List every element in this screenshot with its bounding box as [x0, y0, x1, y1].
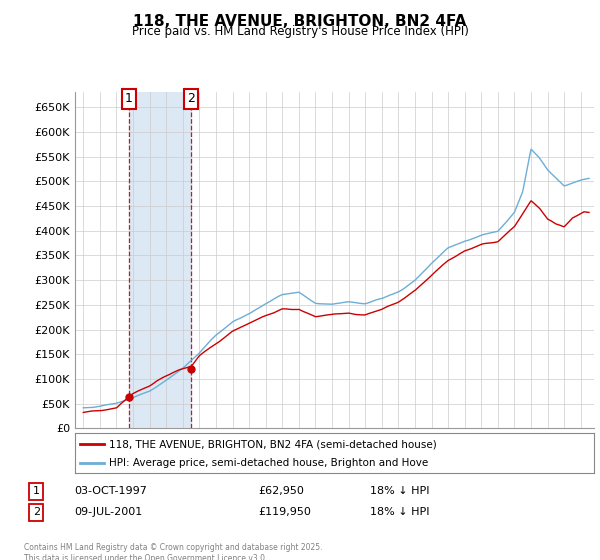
Text: 2: 2: [187, 92, 196, 105]
Text: 1: 1: [125, 92, 133, 105]
Bar: [129, 92, 191, 428]
Text: 18% ↓ HPI: 18% ↓ HPI: [370, 507, 430, 517]
Text: Price paid vs. HM Land Registry's House Price Index (HPI): Price paid vs. HM Land Registry's House …: [131, 25, 469, 38]
Text: 09-JUL-2001: 09-JUL-2001: [74, 507, 142, 517]
Text: 118, THE AVENUE, BRIGHTON, BN2 4FA: 118, THE AVENUE, BRIGHTON, BN2 4FA: [133, 14, 467, 29]
Text: 2: 2: [33, 507, 40, 517]
Text: 118, THE AVENUE, BRIGHTON, BN2 4FA (semi-detached house): 118, THE AVENUE, BRIGHTON, BN2 4FA (semi…: [109, 439, 436, 449]
Text: 1: 1: [33, 487, 40, 496]
Text: 03-OCT-1997: 03-OCT-1997: [74, 487, 147, 496]
Text: Contains HM Land Registry data © Crown copyright and database right 2025.
This d: Contains HM Land Registry data © Crown c…: [24, 543, 323, 560]
Text: HPI: Average price, semi-detached house, Brighton and Hove: HPI: Average price, semi-detached house,…: [109, 458, 428, 468]
Text: £119,950: £119,950: [259, 507, 311, 517]
Text: 18% ↓ HPI: 18% ↓ HPI: [370, 487, 430, 496]
Text: £62,950: £62,950: [259, 487, 304, 496]
